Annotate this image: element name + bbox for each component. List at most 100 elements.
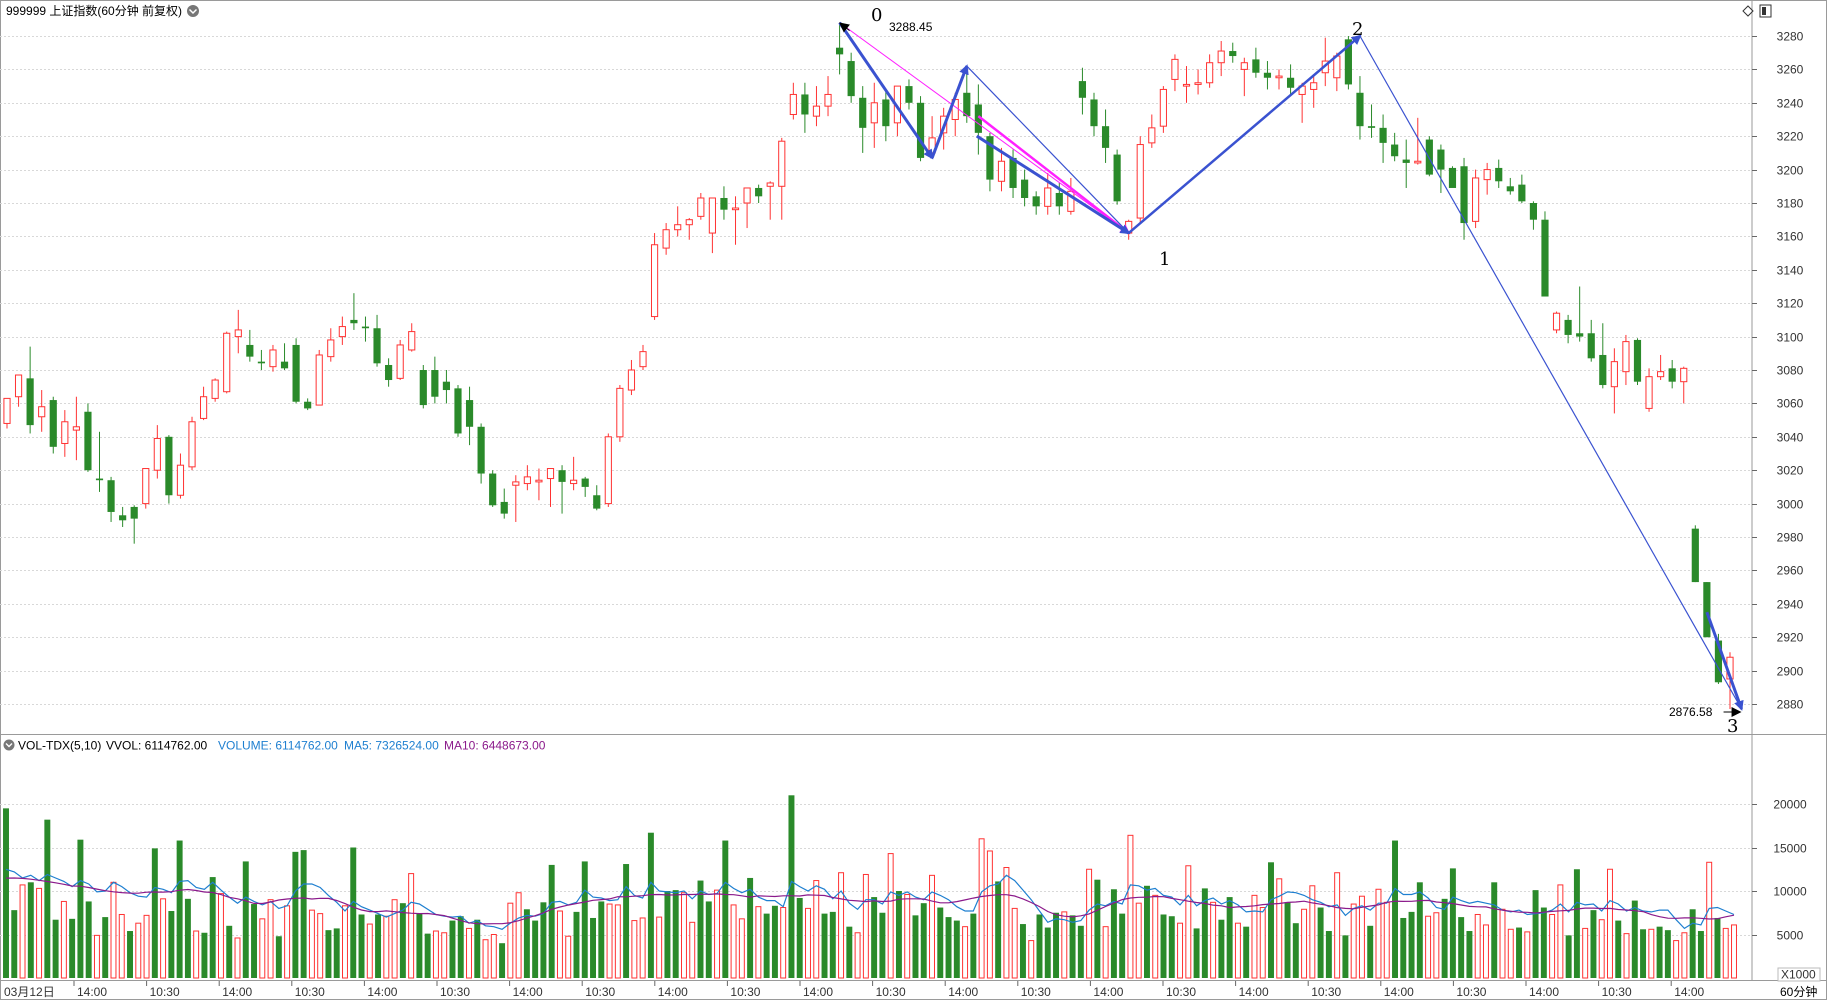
candle bbox=[627, 359, 636, 396]
price-tick-label: 2880 bbox=[1777, 698, 1804, 712]
volume-bar bbox=[416, 913, 423, 978]
candle-body bbox=[315, 354, 323, 406]
volume-bar bbox=[978, 838, 985, 979]
volume-bar bbox=[1673, 940, 1680, 979]
period-label[interactable]: 60分钟 bbox=[1780, 984, 1817, 999]
time-tick-label: 10:30 bbox=[1166, 985, 1196, 999]
candle bbox=[685, 218, 693, 240]
price-axis: 3280 3260 3240 3220 3200 3180 3160 3140 3120 3100… bbox=[1752, 30, 1804, 712]
price-tick-label: 3000 bbox=[1777, 498, 1804, 512]
candle-body bbox=[373, 328, 381, 364]
title-dropdown-icon[interactable] bbox=[187, 5, 199, 17]
candle bbox=[246, 329, 254, 362]
candle-body bbox=[1633, 339, 1642, 382]
candle bbox=[1703, 582, 1711, 638]
volume-bar bbox=[1731, 924, 1737, 979]
candle bbox=[1252, 47, 1260, 78]
volume-bar bbox=[1069, 915, 1076, 978]
candle-body bbox=[812, 105, 821, 117]
volume-bar bbox=[1325, 931, 1332, 978]
volume-bar bbox=[829, 911, 836, 978]
volume-bar bbox=[680, 892, 687, 979]
candle-body bbox=[49, 400, 57, 447]
candle-body bbox=[1310, 82, 1318, 90]
candle bbox=[1356, 76, 1364, 140]
volume-bar bbox=[19, 884, 26, 979]
diamond-icon[interactable] bbox=[1742, 5, 1754, 17]
volume-bar bbox=[1193, 928, 1200, 978]
candle-body bbox=[708, 197, 716, 234]
candle-body bbox=[766, 182, 774, 187]
volume-bar bbox=[1127, 834, 1134, 979]
candle-body bbox=[778, 140, 786, 187]
volume-bar bbox=[623, 864, 630, 978]
volume-bar bbox=[871, 897, 878, 978]
volume-bar bbox=[1664, 930, 1671, 978]
panel-toggle-icon[interactable] bbox=[1759, 4, 1772, 18]
volume-bar bbox=[1301, 908, 1308, 979]
candle bbox=[1321, 37, 1329, 87]
volume-bar bbox=[1284, 902, 1291, 978]
candle bbox=[119, 506, 127, 527]
candle-body bbox=[593, 495, 601, 509]
candle-body bbox=[1402, 159, 1410, 163]
candle bbox=[546, 468, 555, 507]
candle-body bbox=[1182, 83, 1191, 87]
time-tick-label: 14:00 bbox=[948, 985, 978, 999]
candle-body bbox=[14, 374, 23, 398]
time-tick-label: 10:30 bbox=[1311, 985, 1341, 999]
candle-body bbox=[1576, 333, 1584, 337]
volume-bar bbox=[515, 892, 522, 979]
volume-bar bbox=[1449, 868, 1456, 978]
candle bbox=[1206, 54, 1214, 88]
candle-body bbox=[1090, 99, 1098, 127]
volume-bar bbox=[102, 917, 109, 978]
candle-body bbox=[1171, 58, 1179, 80]
candle-body bbox=[1148, 127, 1156, 144]
volume-bar bbox=[1615, 920, 1622, 978]
candle-body bbox=[1217, 50, 1225, 64]
candle bbox=[720, 186, 728, 220]
volume-bar bbox=[1218, 919, 1225, 978]
candle-body bbox=[1564, 319, 1572, 335]
volume-bar bbox=[284, 905, 291, 979]
candle bbox=[974, 84, 982, 155]
candle-body bbox=[199, 396, 208, 419]
candle-body bbox=[119, 515, 127, 521]
price-tick-label: 3160 bbox=[1777, 230, 1804, 244]
volume-bar bbox=[548, 864, 555, 978]
volume-bar bbox=[738, 918, 745, 979]
candle bbox=[593, 485, 601, 511]
ma5-value: MA5: 7326524.00 bbox=[344, 739, 439, 753]
candle-body bbox=[1055, 192, 1063, 207]
price-tick-label: 3100 bbox=[1777, 331, 1804, 345]
volume-bar bbox=[226, 925, 233, 978]
volume-bar bbox=[1259, 907, 1266, 979]
volume-bar bbox=[590, 917, 597, 978]
candle-body bbox=[1252, 59, 1260, 73]
candle bbox=[1310, 76, 1318, 108]
candlestick-series bbox=[3, 22, 1734, 710]
candle-body bbox=[1021, 179, 1029, 198]
volume-bar bbox=[1631, 900, 1638, 978]
candle bbox=[859, 86, 867, 153]
volume-bar bbox=[1168, 916, 1175, 978]
volume-bar bbox=[912, 915, 919, 978]
volume-bar bbox=[300, 850, 307, 978]
volume-dropdown-icon[interactable] bbox=[3, 739, 15, 751]
price-tick-label: 3080 bbox=[1777, 364, 1804, 378]
candle bbox=[1448, 166, 1457, 188]
volume-bar bbox=[1714, 917, 1721, 978]
price-tick-label: 2920 bbox=[1777, 631, 1804, 645]
volume-bar bbox=[821, 913, 828, 978]
candle-body bbox=[743, 187, 751, 204]
candle-body bbox=[38, 406, 46, 418]
candle-body bbox=[1703, 582, 1711, 638]
candle bbox=[674, 206, 682, 237]
volume-bar bbox=[1077, 925, 1084, 978]
candle-body bbox=[1622, 341, 1630, 373]
volume-bar bbox=[656, 916, 663, 979]
price-tick-label: 3060 bbox=[1777, 397, 1804, 411]
volume-bar bbox=[259, 918, 266, 979]
